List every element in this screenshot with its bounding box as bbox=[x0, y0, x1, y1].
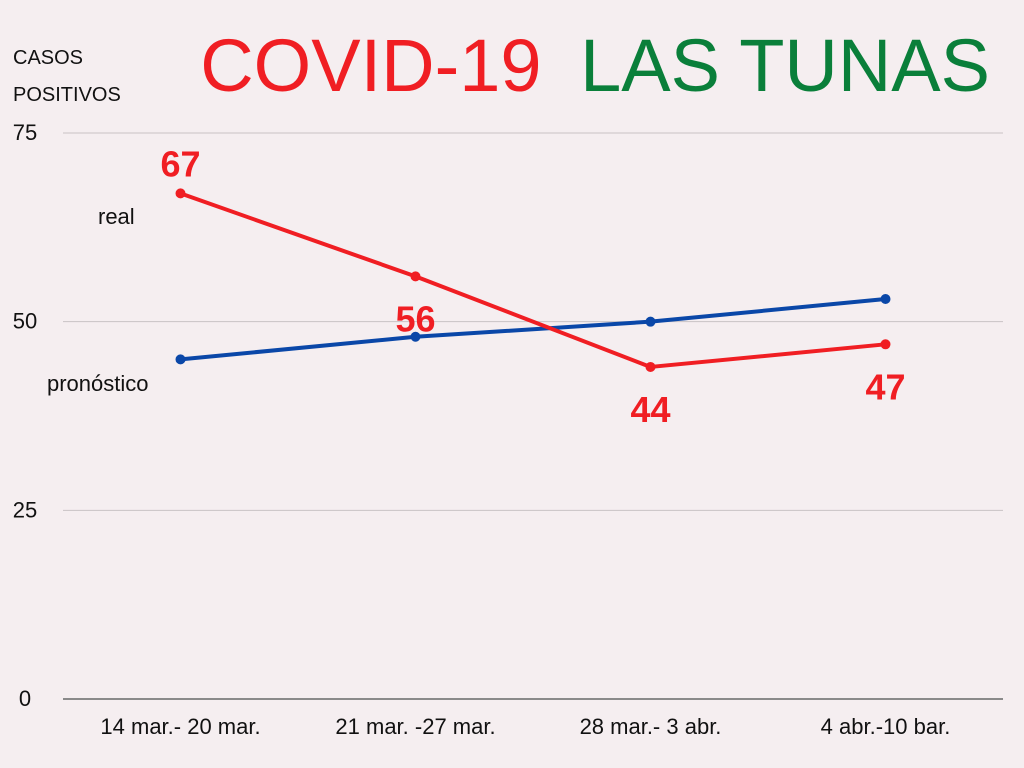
data-point-real-1 bbox=[175, 188, 186, 199]
data-point-pronostico-2 bbox=[410, 331, 421, 342]
x-tick-label-4: 4 abr.-10 bar. bbox=[821, 714, 951, 739]
data-label-real-2: 56 bbox=[395, 298, 435, 339]
series-line-pronostico bbox=[178, 297, 888, 362]
series-group: 67 56 44 47 bbox=[160, 143, 905, 430]
x-axis-ticks: 14 mar.- 20 mar. 21 mar. -27 mar. 28 mar.-… bbox=[100, 714, 950, 739]
data-point-real-2 bbox=[410, 271, 421, 282]
y-tick-label-25: 25 bbox=[13, 497, 37, 522]
grid-lines bbox=[63, 132, 1003, 700]
y-axis-ticks: 0 25 50 75 bbox=[13, 120, 37, 711]
data-point-real-3 bbox=[645, 361, 656, 372]
x-tick-label-3: 28 mar.- 3 abr. bbox=[580, 714, 722, 739]
chart-title: COVID-19 LAS TUNAS bbox=[200, 24, 990, 107]
data-label-real-1: 67 bbox=[160, 143, 200, 184]
series-label-real: real bbox=[98, 204, 135, 229]
y-axis-label-line1: CASOS bbox=[13, 47, 83, 69]
chart-title-covid: COVID-19 bbox=[200, 24, 541, 107]
data-point-pronostico-3 bbox=[645, 316, 656, 327]
chart-title-las-tunas: LAS TUNAS bbox=[580, 24, 990, 107]
y-tick-label-50: 50 bbox=[13, 309, 37, 334]
y-tick-label-75: 75 bbox=[13, 120, 37, 145]
data-point-pronostico-1 bbox=[175, 354, 186, 365]
y-tick-label-0: 0 bbox=[19, 686, 31, 711]
data-label-real-4: 47 bbox=[865, 366, 905, 407]
y-axis-label-line2: POSITIVOS bbox=[13, 84, 121, 106]
series-line-real bbox=[178, 191, 888, 369]
data-point-real-4 bbox=[880, 339, 891, 350]
x-tick-label-1: 14 mar.- 20 mar. bbox=[100, 714, 260, 739]
series-label-pronostico: pronóstico bbox=[47, 371, 149, 396]
x-tick-label-2: 21 mar. -27 mar. bbox=[335, 714, 495, 739]
data-label-real-3: 44 bbox=[630, 389, 670, 430]
data-point-pronostico-4 bbox=[880, 294, 891, 305]
